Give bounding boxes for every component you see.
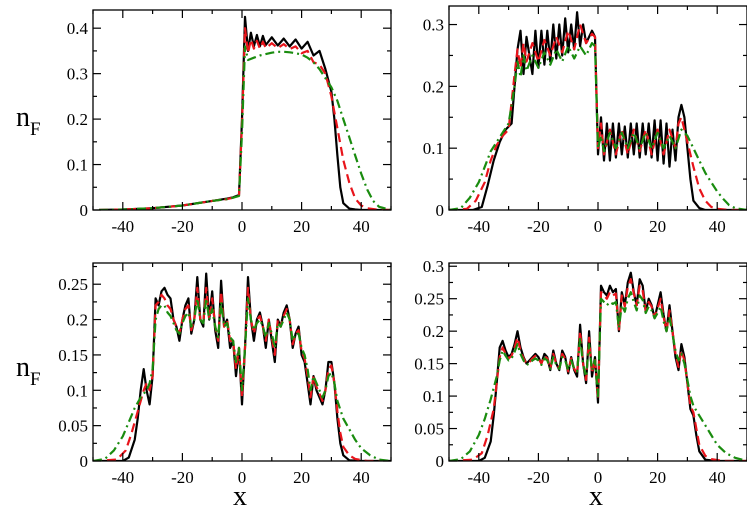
y-tick-label: 0.3: [67, 65, 88, 84]
series-line-1: [449, 11, 747, 210]
series-line-3: [98, 45, 391, 210]
y-tick-label: 0: [80, 201, 89, 220]
y-tick-label: 0.25: [58, 275, 88, 294]
series-line-1: [93, 272, 391, 461]
x-tick-label: 40: [709, 217, 726, 236]
x-tick-label: 0: [238, 217, 247, 236]
x-tick-label: 20: [293, 468, 310, 487]
panel-bottom-right: x -40 -20 0 20 40 0 0.05 0.1 0.15 0.2 0.25 0.3: [414, 257, 747, 511]
x-tick-label: 40: [709, 468, 726, 487]
series-line-2: [93, 286, 391, 461]
x-tick-label: 0: [594, 217, 603, 236]
y-axis-label: nF: [16, 352, 41, 390]
x-tick-label: -40: [111, 468, 134, 487]
x-tick-label: -40: [467, 468, 490, 487]
series-line-2: [449, 23, 747, 210]
x-tick-label: 20: [649, 468, 666, 487]
y-tick-label: 0.15: [58, 346, 88, 365]
y-tick-label: 0.1: [423, 387, 444, 406]
x-tick-label: 20: [649, 217, 666, 236]
x-tick-label: -20: [527, 217, 550, 236]
y-tick-label: 0.1: [67, 381, 88, 400]
y-tick-label: 0.2: [67, 110, 88, 129]
x-tick-label: 20: [293, 217, 310, 236]
y-tick-label: 0.3: [423, 257, 444, 276]
x-tick-label: 0: [594, 468, 603, 487]
y-tick-label: 0: [436, 201, 445, 220]
x-tick-label: 40: [353, 468, 370, 487]
y-tick-label: 0.15: [414, 355, 444, 374]
panel-bottom-left: nF x -40 -20 0 20 40 0 0.05 0.1 0.15 0.2 0.25: [16, 262, 392, 511]
x-tick-label: -20: [527, 468, 550, 487]
y-tick-label: 0.1: [67, 156, 88, 175]
y-tick-label: 0.05: [414, 420, 444, 439]
panel-top-right: -40 -20 0 20 40 0 0.1 0.2 0.3: [423, 5, 747, 236]
x-tick-label: 0: [238, 468, 247, 487]
y-tick-label: 0.3: [423, 16, 444, 35]
series-line-3: [93, 297, 391, 461]
panel-top-left: nF -40 -20 0 20 40 0 0.1 0.2 0.3 0.4: [16, 9, 392, 236]
y-axis-label: nF: [16, 102, 41, 140]
y-tick-label: 0.2: [423, 322, 444, 341]
x-tick-label: -20: [171, 217, 194, 236]
y-tick-label: 0.05: [58, 417, 88, 436]
y-tick-label: 0: [436, 452, 445, 471]
x-axis-label: x: [589, 481, 603, 511]
y-tick-label: 0: [80, 452, 89, 471]
x-tick-label: 40: [353, 217, 370, 236]
x-tick-label: -20: [171, 468, 194, 487]
x-axis-label: x: [233, 481, 247, 511]
plot-frame: [92, 262, 392, 462]
series-line-3: [449, 291, 747, 461]
series-line-3: [449, 42, 747, 210]
y-tick-label: 0.25: [414, 290, 444, 309]
y-tick-label: 0.2: [67, 311, 88, 330]
series-line-2: [98, 27, 391, 210]
x-tick-label: -40: [467, 217, 490, 236]
x-tick-label: -40: [111, 217, 134, 236]
y-tick-label: 0.4: [67, 19, 89, 38]
y-tick-label: 0.2: [423, 77, 444, 96]
y-tick-label: 0.1: [423, 139, 444, 158]
